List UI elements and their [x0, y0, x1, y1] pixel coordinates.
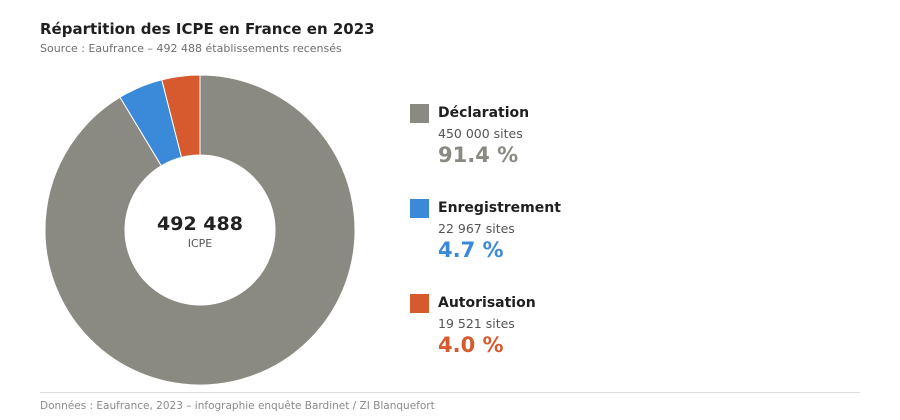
- legend-name: Déclaration: [438, 105, 530, 121]
- chart-subtitle: Source : Eaufrance – 492 488 établisseme…: [40, 42, 342, 55]
- legend-percent: 91.4 %: [438, 143, 519, 167]
- legend-name: Autorisation: [438, 295, 536, 311]
- footer-divider: [40, 392, 860, 393]
- footer-credit: Données : Eaufrance, 2023 – infographie …: [40, 400, 435, 412]
- legend-sites: 19 521 sites: [438, 316, 515, 331]
- chart-legend: Déclaration 450 000 sites 91.4 % Enregis…: [410, 104, 770, 389]
- chart-title: Répartition des ICPE en France en 2023: [40, 20, 375, 38]
- legend-swatch-enregistrement: [410, 199, 429, 218]
- legend-swatch-declaration: [410, 104, 429, 123]
- legend-percent: 4.0 %: [438, 333, 504, 357]
- legend-name: Enregistrement: [438, 200, 561, 216]
- legend-item-enregistrement: Enregistrement 22 967 sites 4.7 %: [410, 199, 770, 294]
- legend-percent: 4.7 %: [438, 238, 504, 262]
- legend-item-autorisation: Autorisation 19 521 sites 4.0 %: [410, 294, 770, 389]
- legend-item-declaration: Déclaration 450 000 sites 91.4 %: [410, 104, 770, 199]
- legend-swatch-autorisation: [410, 294, 429, 313]
- center-label: ICPE: [188, 237, 213, 250]
- legend-sites: 450 000 sites: [438, 126, 523, 141]
- donut-hole: [125, 155, 275, 305]
- center-total: 492 488: [157, 213, 243, 235]
- legend-sites: 22 967 sites: [438, 221, 515, 236]
